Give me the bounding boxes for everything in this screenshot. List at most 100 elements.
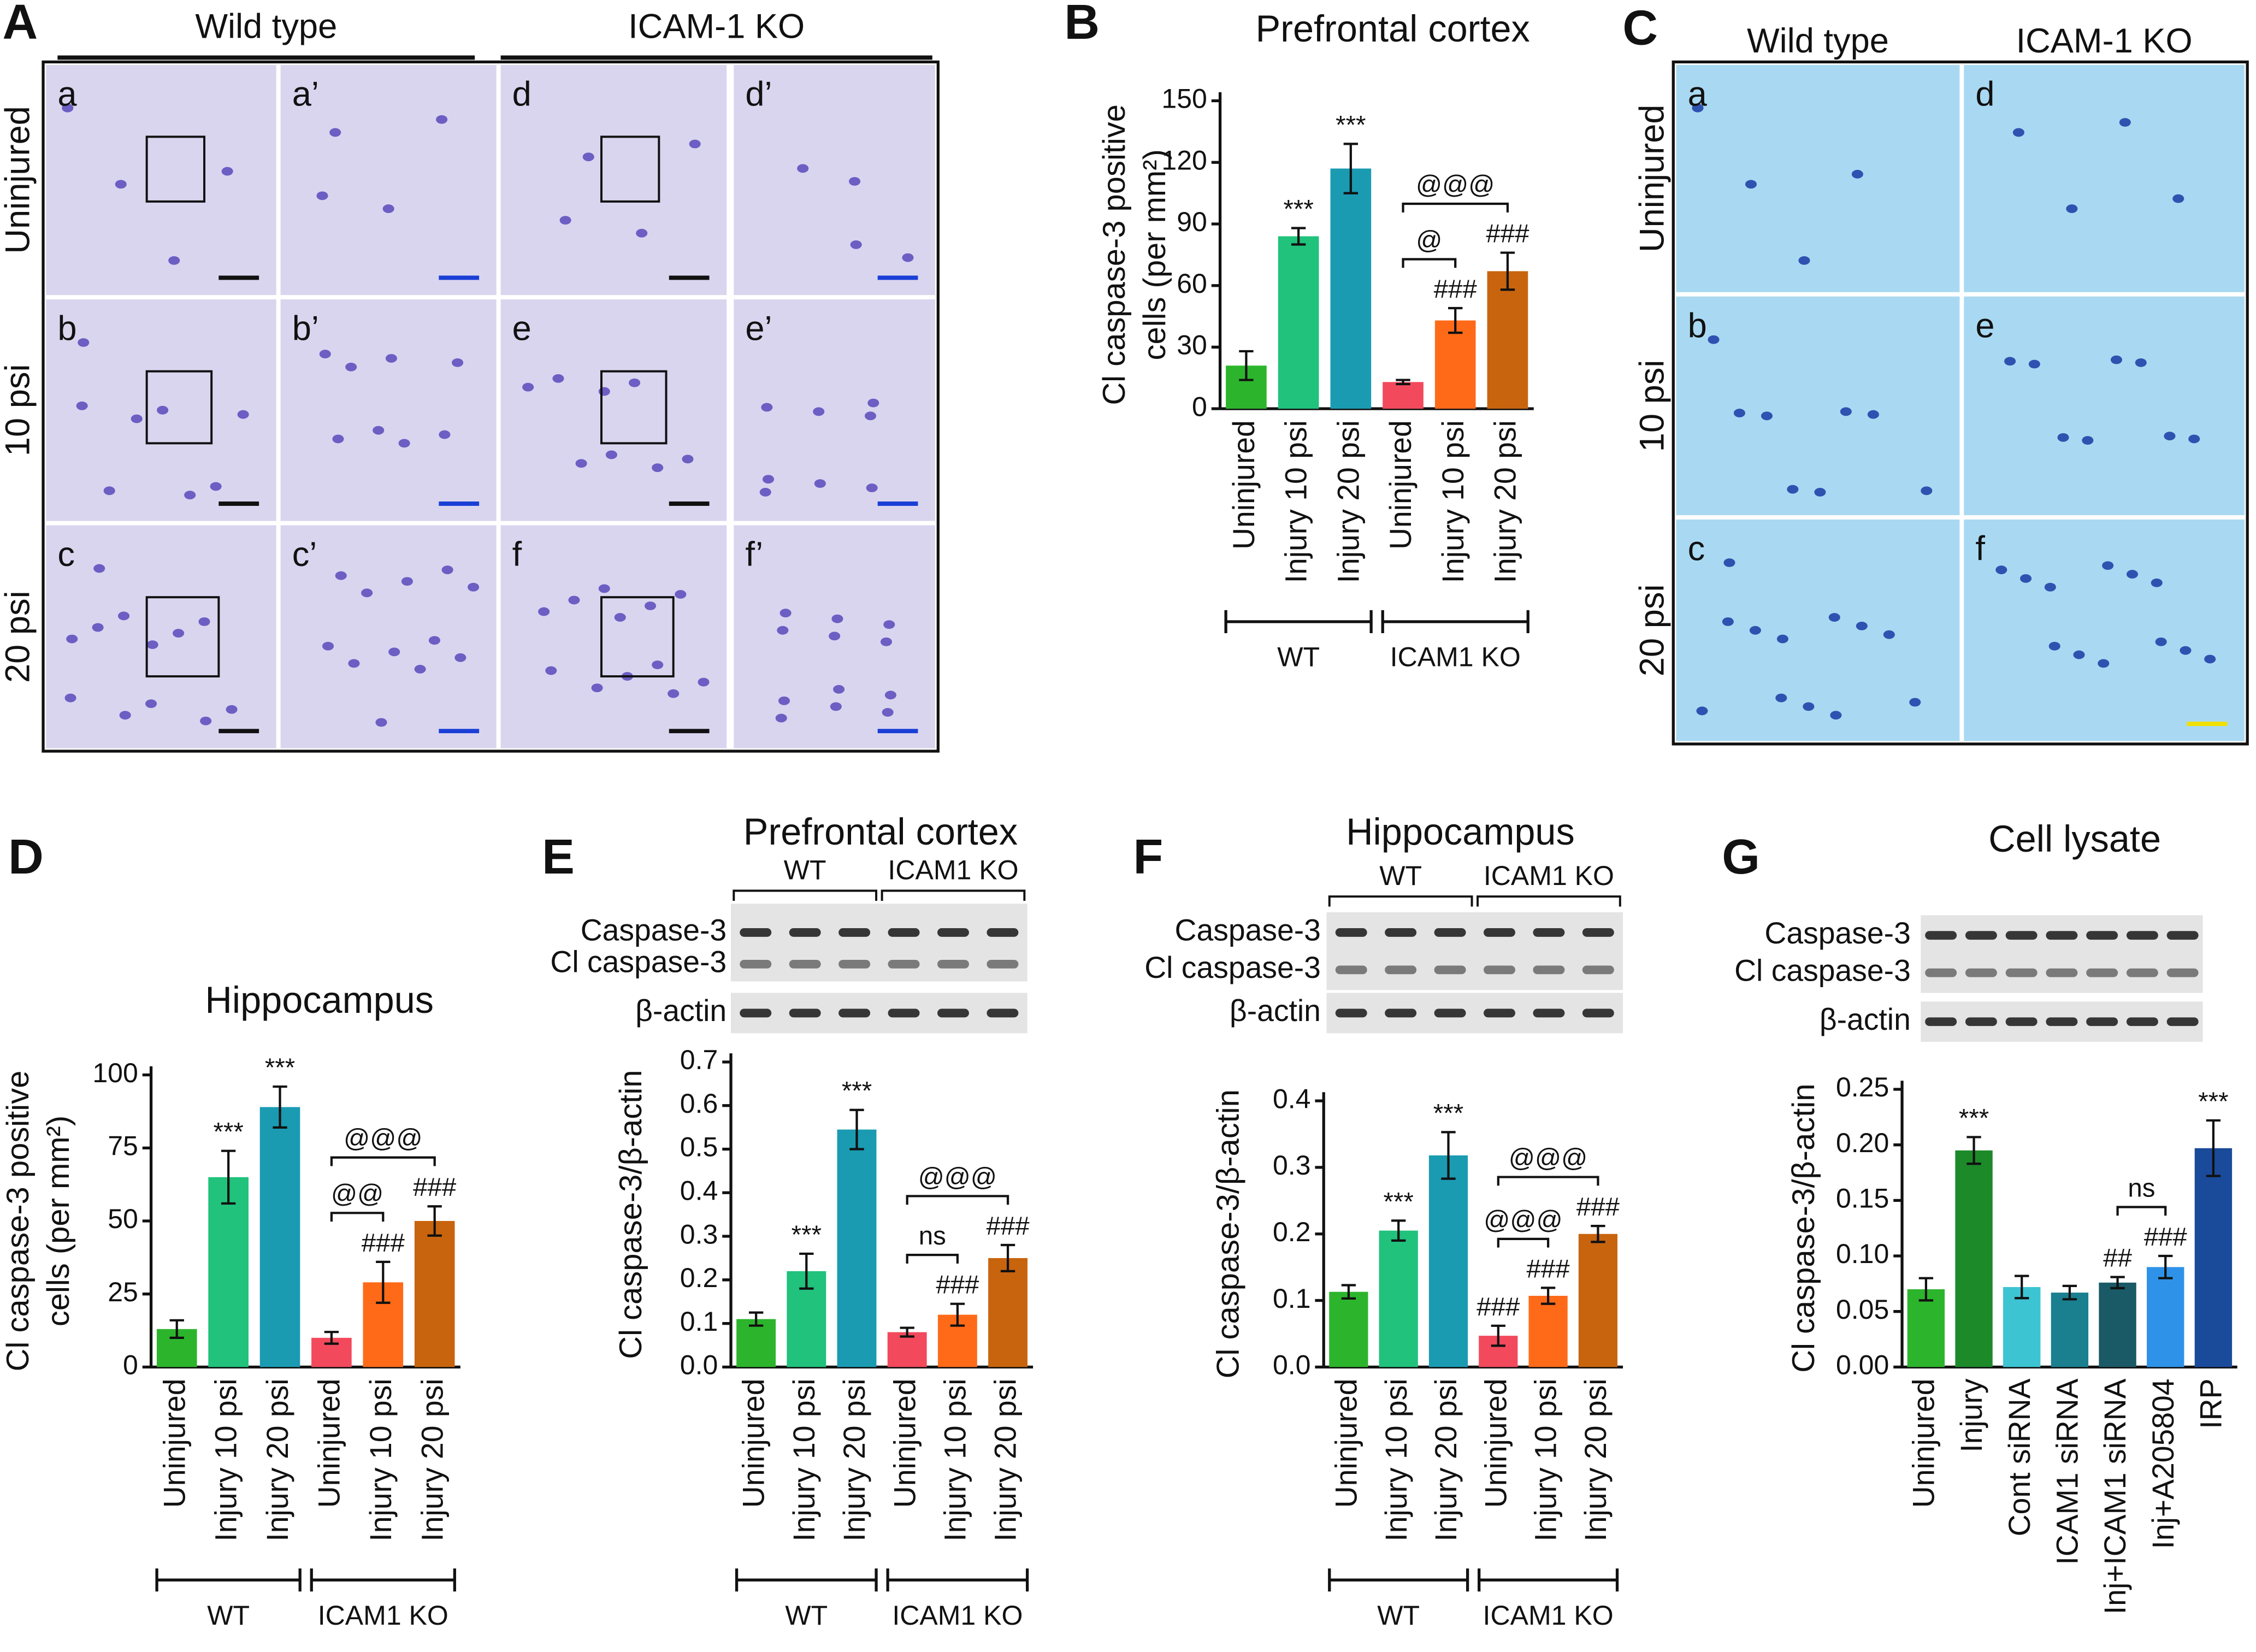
blot-band [1335,928,1367,937]
significance-mark: *** [265,1053,295,1082]
micrograph [1964,64,2245,292]
significance-mark: ### [1576,1193,1620,1222]
significance-mark: ### [936,1271,979,1300]
y-tick-label: 150 [1161,84,1207,114]
y-tick-label: 0.15 [1836,1183,1889,1214]
significance-mark: ## [2103,1244,2132,1273]
stained-cell [797,164,809,173]
panel-letter: A [3,0,38,49]
stained-cell [401,577,413,586]
significance-mark: ### [362,1229,405,1258]
stained-cell [1995,565,2007,575]
row-header: Uninjured [0,106,37,254]
bar [2051,1293,2089,1367]
band-label: Cl caspase-3 [550,945,727,978]
stained-cell [882,708,894,717]
inset-box [145,596,220,678]
y-tick-label: 0.2 [680,1262,718,1293]
band-label: β-actin [635,994,727,1028]
row-header: 20 psi [1633,584,1672,676]
inset-box [600,596,675,678]
row-header: Uninjured [1633,104,1672,252]
y-tick-label: 0.7 [680,1045,718,1075]
blot-band [2046,931,2078,940]
stained-cell [1761,411,1773,421]
bracket-label: @@@ [344,1124,422,1153]
stained-cell [1692,103,1704,113]
y-tick-label: 0.1 [1273,1283,1311,1314]
group-label: WT [207,1600,250,1631]
stained-cell [322,641,334,651]
y-tick-label: 0.3 [680,1219,718,1249]
blot-band [2086,968,2118,977]
stained-cell [682,455,694,464]
stained-cell [582,152,594,162]
x-tick-label: Injury 10 psi [209,1378,243,1541]
micrograph [1676,64,1960,292]
bracket [2116,1206,2167,1216]
tile-label: a [57,75,77,113]
bracket-label: @@@ [918,1163,997,1191]
column-header: Wild type [1747,22,1889,60]
stained-cell [1803,702,1815,711]
x-tick-label: ICAM1 siRNA [2051,1378,2084,1565]
x-tick-label: Injury 20 psi [261,1378,294,1541]
stained-cell [332,434,344,444]
blot-image [731,904,1027,982]
stained-cell [221,167,233,176]
blot-band [2005,931,2038,940]
stained-cell [880,637,893,646]
blot-group-label: ICAM1 KO [888,855,1018,886]
blot-band [1385,965,1417,975]
stained-cell [866,483,878,492]
micrograph [500,525,727,748]
x-tick-label: Injury 20 psi [837,1378,871,1541]
micrograph [734,64,936,296]
stained-cell [2151,578,2163,587]
y-axis-label: cells (per mm²) [41,1116,76,1326]
chart-title: Prefrontal cortex [743,811,1018,853]
stained-cell [226,705,238,714]
blot-band [1582,1008,1614,1018]
chart-title: Hippocampus [205,979,434,1021]
panel-letter: D [8,829,44,884]
stained-cell [1749,626,1761,635]
blot-band [740,928,772,937]
row-header: 10 psi [1633,360,1672,452]
y-tick-label: 0.20 [1836,1128,1889,1158]
x-tick-label: Uninjured [1479,1378,1513,1508]
y-tick-label: 30 [1177,330,1207,361]
tile-label: b [57,310,76,348]
stained-cell [345,362,357,371]
stained-cell [559,216,571,225]
micrograph [1964,296,2245,516]
y-tick-label: 0.1 [680,1306,718,1337]
stained-cell [361,588,373,598]
band-label: Caspase-3 [1175,913,1321,947]
stained-cell [382,204,394,213]
stained-cell [385,354,397,363]
blot-band [2046,968,2078,977]
stained-cell [1787,485,1799,494]
bracket-label: @@@ [1484,1206,1562,1235]
stained-cell [1840,407,1852,416]
group-label: WT [1277,642,1320,672]
stained-cell [522,382,534,392]
x-tick-label: Injury 20 psi [1331,420,1365,583]
stained-cell [200,716,212,725]
x-tick-label: Injury 10 psi [787,1378,821,1541]
x-tick-label: Uninjured [888,1378,922,1508]
stained-cell [375,718,387,727]
panel-letter: C [1622,1,1658,55]
blot-band [2166,931,2199,940]
stained-cell [689,139,701,149]
blot-group-label: ICAM1 KO [1484,860,1614,891]
blot-band [987,1008,1019,1018]
micrograph [1676,296,1960,516]
stained-cell [93,564,105,573]
stained-cell [775,713,787,723]
blot-band [1582,928,1614,937]
group-label: WT [1377,1600,1420,1631]
stained-cell [2020,574,2032,583]
stained-cell [675,590,687,599]
